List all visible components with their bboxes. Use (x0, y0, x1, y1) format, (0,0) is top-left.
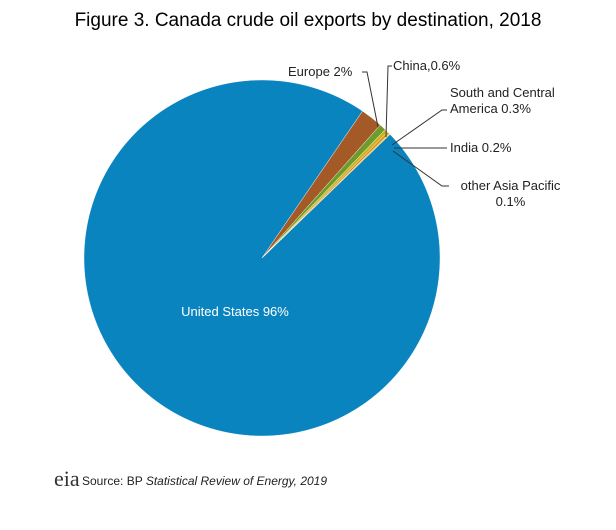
data-label: China,0.6% (393, 58, 461, 73)
data-label: Europe 2% (288, 64, 353, 79)
pie-slice (261, 133, 391, 259)
logo: eia (54, 466, 80, 491)
leader-line (362, 71, 379, 128)
source-italic: Statistical Review of Energy, 2019 (145, 474, 328, 488)
leader-line (392, 150, 449, 187)
source-prefix: Source: BP (82, 474, 143, 488)
source: Source: BP Statistical Review of Energy,… (82, 474, 327, 488)
leader-line (385, 65, 392, 138)
data-label: other Asia Pacific 0.1% (460, 178, 561, 209)
leader-line (391, 109, 447, 146)
pie-slice (83, 79, 441, 437)
data-label: South and Central America 0.3% (450, 85, 555, 116)
data-label: United States 96% (181, 304, 289, 319)
data-label: India 0.2% (450, 140, 512, 155)
chart-title: Figure 3. Canada crude oil exports by de… (74, 10, 542, 31)
